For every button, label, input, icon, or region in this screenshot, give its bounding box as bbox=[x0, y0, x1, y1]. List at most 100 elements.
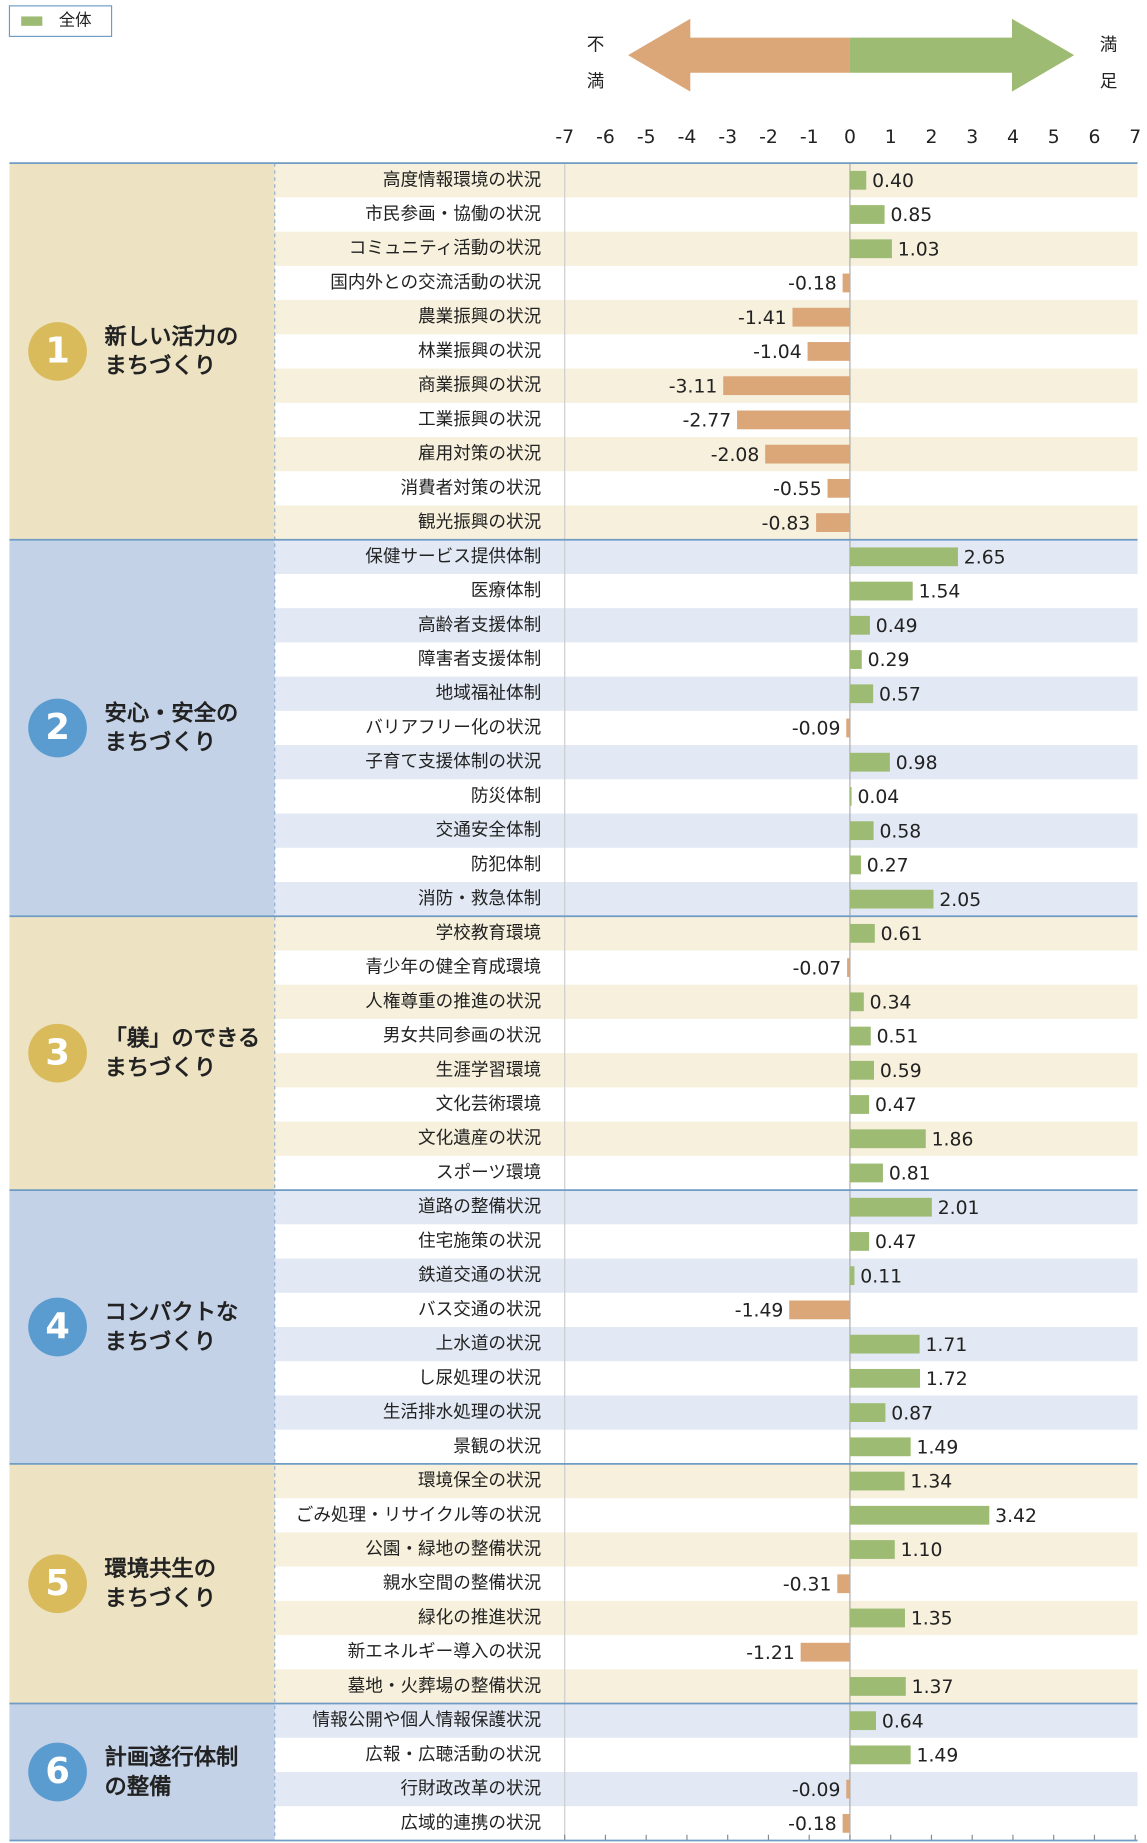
row-label: 防犯体制 bbox=[471, 855, 541, 875]
row-label: 国内外との交流活動の状況 bbox=[330, 273, 541, 293]
value-label: 0.47 bbox=[875, 1232, 917, 1253]
row-label: 景観の状況 bbox=[453, 1437, 541, 1457]
bar bbox=[846, 1779, 850, 1799]
row-label: 防災体制 bbox=[471, 786, 541, 806]
bar bbox=[849, 1608, 905, 1628]
bar bbox=[816, 513, 850, 532]
bar bbox=[849, 205, 885, 224]
row-stripe bbox=[274, 1258, 1138, 1293]
group-number: 5 bbox=[45, 1563, 70, 1604]
bar bbox=[807, 342, 850, 361]
row-label: 男女共同参画の状況 bbox=[383, 1026, 541, 1046]
row-label: 情報公開や個人情報保護状況 bbox=[312, 1711, 541, 1731]
bar bbox=[849, 1677, 906, 1696]
arrow-left-label: 不満 bbox=[584, 35, 604, 108]
group-name: 新しい活力の bbox=[105, 323, 239, 350]
row-label: 公園・緑地の整備状況 bbox=[365, 1540, 541, 1560]
x-tick-label: -6 bbox=[596, 127, 615, 148]
row-label: 子育て支援体制の状況 bbox=[365, 752, 541, 772]
bar bbox=[849, 1163, 883, 1183]
x-tick-label: -5 bbox=[637, 127, 656, 148]
group-badge bbox=[28, 322, 87, 381]
bar bbox=[765, 444, 850, 464]
value-label: 0.34 bbox=[870, 992, 912, 1013]
value-label: -2.08 bbox=[711, 445, 760, 466]
value-label: -0.18 bbox=[788, 1814, 837, 1835]
bar bbox=[849, 615, 870, 635]
value-label: 0.87 bbox=[891, 1403, 933, 1424]
row-label: 環境保全の状況 bbox=[418, 1471, 541, 1491]
arrow-left bbox=[628, 18, 850, 92]
bar bbox=[737, 410, 850, 430]
value-label: -1.04 bbox=[753, 342, 802, 363]
bar bbox=[849, 1197, 932, 1217]
bar bbox=[849, 1368, 921, 1388]
value-label: -0.83 bbox=[762, 513, 811, 534]
group-name: 「躾」のできる bbox=[105, 1025, 261, 1052]
bar bbox=[792, 307, 850, 327]
value-label: -2.77 bbox=[683, 411, 732, 432]
group-name: 計画遂行体制 bbox=[105, 1743, 239, 1770]
row-label: 生活排水処理の状況 bbox=[383, 1403, 541, 1423]
bar bbox=[849, 1711, 877, 1731]
value-label: 3.42 bbox=[995, 1506, 1037, 1527]
group-name: の整備 bbox=[105, 1773, 172, 1800]
legend-label: 全体 bbox=[59, 11, 92, 30]
row-label: 文化遺産の状況 bbox=[418, 1129, 541, 1149]
row-stripe bbox=[274, 163, 1138, 198]
x-tick-label: 7 bbox=[1129, 127, 1141, 148]
value-label: 1.49 bbox=[917, 1746, 959, 1767]
bar bbox=[849, 547, 958, 567]
arrow-right-label: 満足 bbox=[1097, 35, 1117, 108]
group-number: 2 bbox=[45, 707, 70, 748]
bar bbox=[849, 1129, 926, 1149]
row-label: 住宅施策の状況 bbox=[418, 1231, 541, 1251]
value-label: -0.31 bbox=[783, 1574, 832, 1595]
x-tick-label: 1 bbox=[885, 127, 897, 148]
row-stripe bbox=[274, 676, 1138, 711]
value-label: -1.21 bbox=[746, 1643, 795, 1664]
row-stripe bbox=[274, 745, 1138, 780]
group-number: 6 bbox=[45, 1751, 70, 1792]
row-label: 人権尊重の推進の状況 bbox=[365, 992, 541, 1012]
row-label: 雇用対策の状況 bbox=[418, 444, 541, 464]
row-label: ごみ処理・リサイクル等の状況 bbox=[296, 1505, 541, 1525]
row-label: 交通安全体制 bbox=[436, 821, 542, 841]
row-label: 障害者支援体制 bbox=[418, 650, 541, 670]
value-label: 0.29 bbox=[868, 650, 910, 671]
value-label: -3.11 bbox=[669, 376, 718, 397]
bar bbox=[849, 855, 861, 875]
value-label: 0.64 bbox=[882, 1711, 924, 1732]
bar bbox=[849, 1403, 886, 1422]
value-label: 0.85 bbox=[890, 205, 932, 226]
x-tick-label: -1 bbox=[800, 127, 819, 148]
value-label: 1.72 bbox=[926, 1369, 968, 1390]
x-tick-label: -2 bbox=[759, 127, 778, 148]
value-label: -0.55 bbox=[773, 479, 822, 500]
group-name: まちづくり bbox=[105, 730, 217, 756]
bar bbox=[849, 1060, 874, 1080]
bar bbox=[849, 1266, 855, 1286]
value-label: 1.86 bbox=[932, 1129, 974, 1150]
row-label: 文化芸術環境 bbox=[436, 1095, 542, 1115]
row-stripe bbox=[274, 539, 1138, 574]
row-label: 市民参画・協働の状況 bbox=[365, 205, 541, 225]
x-tick-label: 2 bbox=[925, 127, 937, 148]
row-label: 生涯学習環境 bbox=[436, 1060, 542, 1080]
row-stripe bbox=[274, 1703, 1138, 1738]
row-label: 高齢者支援体制 bbox=[418, 615, 541, 635]
value-label: 0.27 bbox=[867, 856, 909, 877]
row-label: 緑化の推進状況 bbox=[418, 1608, 541, 1628]
value-label: 0.57 bbox=[879, 684, 921, 705]
row-label: コミュニティ活動の状況 bbox=[349, 239, 541, 259]
bar bbox=[849, 581, 913, 601]
bar bbox=[842, 1813, 850, 1833]
row-label: バス交通の状況 bbox=[418, 1300, 541, 1320]
bar bbox=[723, 376, 850, 396]
row-label: 商業振興の状況 bbox=[418, 376, 541, 396]
value-label: -0.18 bbox=[788, 274, 837, 295]
group-name: まちづくり bbox=[105, 1585, 217, 1611]
group-name: まちづくり bbox=[105, 353, 217, 379]
value-label: 0.81 bbox=[889, 1164, 931, 1185]
row-label: 広報・広聴活動の状況 bbox=[365, 1745, 541, 1765]
